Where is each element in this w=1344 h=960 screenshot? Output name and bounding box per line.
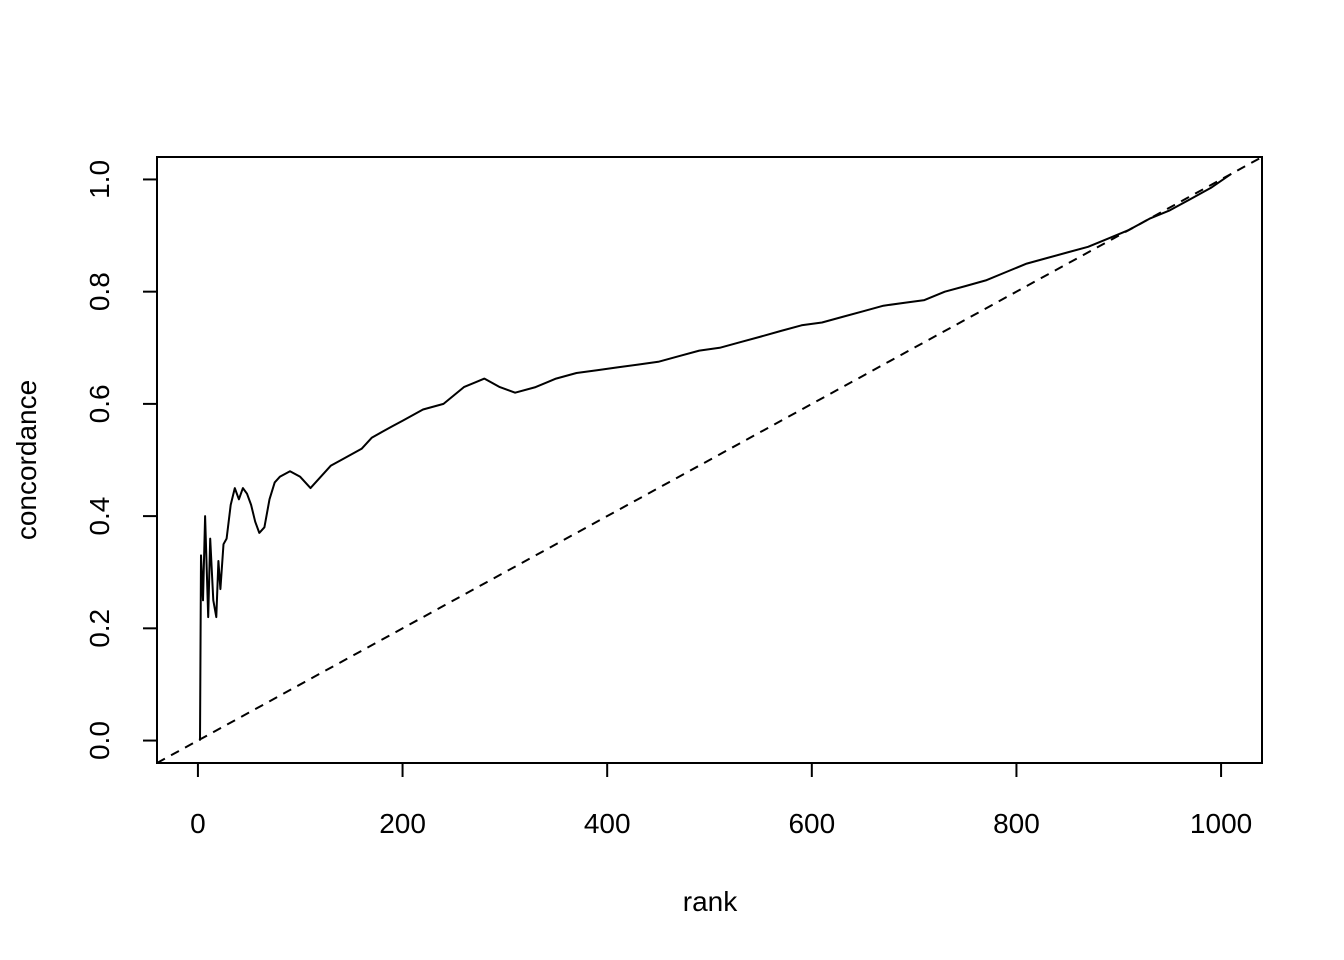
series-layer [156,156,1263,764]
y-tick-label: 0.8 [84,272,115,311]
x-tick-label: 600 [788,808,835,839]
x-tick-label: 400 [584,808,631,839]
x-axis-title: rank [683,886,738,917]
x-tick-label: 200 [379,808,426,839]
y-tick-label: 0.4 [84,497,115,536]
y-tick-label: 0.0 [84,721,115,760]
concordance-line [199,172,1232,741]
x-tick-label: 0 [190,808,206,839]
y-tick-label: 1.0 [84,160,115,199]
y-axis-title: concordance [11,380,42,540]
x-axis: 0 200 400 600 800 1000 [190,762,1252,839]
reference-diagonal-line [156,156,1263,764]
y-tick-label: 0.2 [84,609,115,648]
x-tick-label: 1000 [1190,808,1252,839]
y-tick-label: 0.6 [84,384,115,423]
x-tick-label: 800 [993,808,1040,839]
y-axis: 0.0 0.2 0.4 0.6 0.8 1.0 [84,160,158,760]
